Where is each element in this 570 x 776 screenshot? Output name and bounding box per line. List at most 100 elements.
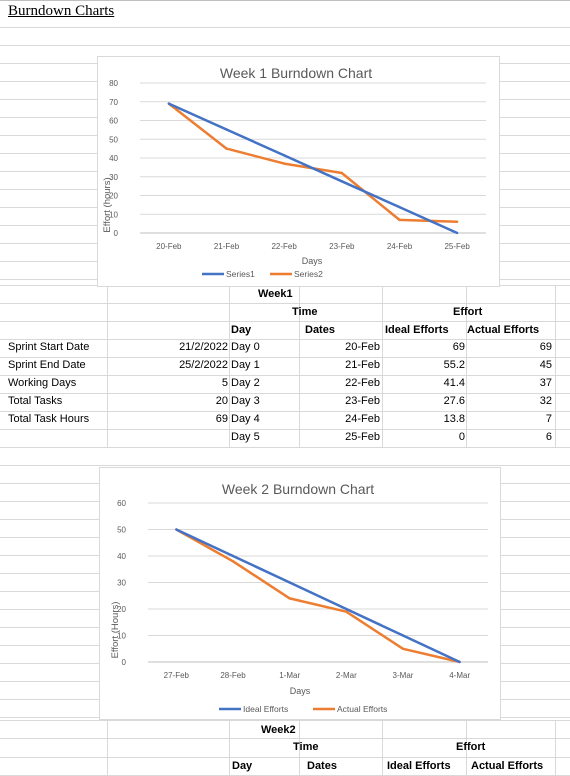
week1-col-dates: Dates: [305, 324, 335, 336]
info-label: Sprint Start Date: [8, 341, 90, 353]
week1-chart-svg: Week 1 Burndown Chart Effort (hours) Day…: [102, 65, 486, 279]
row-date: 24-Feb: [345, 413, 380, 425]
row-day: Day 4: [231, 413, 260, 425]
y-tick-label: 80: [109, 79, 118, 88]
x-tick-label: 22-Feb: [271, 242, 297, 251]
series-line-2: [175, 528, 460, 664]
row-ideal: 69: [452, 341, 465, 353]
week2-effort-header: Effort: [456, 741, 486, 753]
series-1-point: [288, 581, 291, 584]
grid-col-line: [229, 720, 230, 776]
y-tick-label: 30: [117, 579, 126, 588]
info-label: Total Tasks: [8, 395, 63, 407]
series-2-point: [340, 171, 344, 175]
row-day: Day 2: [231, 377, 260, 389]
y-tick-label: 30: [109, 173, 118, 182]
row-actual: 37: [539, 377, 552, 389]
row-date: 23-Feb: [345, 395, 380, 407]
grid-row-line: [0, 393, 570, 394]
x-tick-label: 1-Mar: [279, 671, 300, 680]
row-ideal: 13.8: [443, 413, 465, 425]
grid-row-line: [0, 357, 570, 358]
series-2-point: [455, 220, 459, 223]
x-tick-label: 23-Feb: [329, 242, 355, 251]
series-2-point: [345, 610, 348, 613]
y-tick-label: 0: [114, 229, 119, 238]
x-tick-label: 20-Feb: [156, 242, 182, 251]
week2-col-dates: Dates: [307, 760, 337, 772]
row-day: Day 1: [231, 359, 260, 371]
week2-burndown-chart[interactable]: Week 2 Burndown Chart Effort (Hours) Day…: [99, 467, 501, 720]
grid-row-line: [0, 339, 570, 340]
y-tick-label: 70: [109, 98, 118, 107]
page-heading: Burndown Charts: [8, 3, 115, 19]
series-1-point: [458, 660, 461, 664]
info-label: Total Task Hours: [8, 413, 90, 425]
row-ideal: 0: [458, 431, 465, 443]
grid-row-line: [0, 447, 570, 448]
info-value: 5: [221, 377, 228, 389]
grid-col-line: [382, 285, 383, 447]
grid-col-line: [382, 720, 383, 776]
grid-row-line: [0, 375, 570, 376]
grid-row-line: [0, 321, 570, 322]
row-date: 25-Feb: [345, 431, 380, 443]
y-tick-label: 10: [117, 632, 126, 641]
grid-col-line: [555, 720, 556, 776]
series-2-point: [225, 147, 228, 150]
info-value: [120, 429, 228, 446]
grid-col-line: [107, 285, 108, 447]
week2-label: Week2: [261, 724, 296, 736]
series-1-point: [167, 102, 171, 105]
legend-label: Ideal Efforts: [243, 704, 288, 714]
x-tick-label: 24-Feb: [387, 242, 413, 251]
week2-col-ideal: Ideal Efforts: [387, 760, 451, 772]
row-day: Day 5: [231, 431, 260, 443]
week1-col-ideal: Ideal Efforts: [385, 324, 449, 336]
week1-burndown-chart[interactable]: Week 1 Burndown Chart Effort (hours) Day…: [97, 56, 500, 287]
week2-time-header: Time: [293, 741, 319, 753]
week2-chart-title: Week 2 Burndown Chart: [222, 481, 374, 497]
x-tick-label: 28-Feb: [220, 671, 246, 680]
week1-time-header: Time: [292, 306, 318, 318]
series-1-point: [225, 128, 228, 131]
series-1-point: [345, 607, 348, 611]
info-value: 20: [215, 395, 228, 407]
y-tick-label: 60: [109, 117, 118, 126]
series-1-point: [231, 554, 235, 558]
series-2-point: [401, 647, 405, 650]
x-tick-label: 2-Mar: [336, 671, 357, 680]
y-tick-label: 0: [122, 658, 127, 667]
row-actual: 45: [539, 359, 552, 371]
y-tick-label: 60: [117, 499, 126, 508]
x-tick-label: 25-Feb: [444, 242, 470, 251]
grid-row-line: [0, 45, 570, 46]
week1-label: Week1: [258, 288, 293, 300]
grid-col-line: [299, 720, 300, 776]
week2-col-day: Day: [232, 760, 253, 772]
x-tick-label: 4-Mar: [449, 671, 470, 680]
week2-chart-svg: Week 2 Burndown Chart Effort (Hours) Day…: [110, 481, 488, 714]
grid-col-line: [555, 285, 556, 447]
series-2-point: [282, 162, 286, 165]
row-actual: 69: [539, 341, 552, 353]
series-line-2: [168, 102, 458, 224]
series-1-point: [282, 154, 286, 157]
legend-label: Series1: [226, 269, 255, 279]
row-actual: 6: [545, 431, 552, 443]
y-tick-label: 40: [117, 552, 126, 561]
series-1-point: [340, 180, 344, 183]
grid-row-line: [0, 738, 570, 739]
series-line-1: [175, 528, 461, 664]
row-ideal: 27.6: [443, 395, 465, 407]
week2-y-axis-label: Effort (Hours): [110, 602, 121, 659]
y-tick-label: 50: [109, 135, 118, 144]
info-value: 25/2/2022: [179, 359, 228, 371]
series-1-point: [455, 231, 459, 235]
grid-col-line: [466, 720, 467, 776]
series-2-point: [231, 560, 235, 563]
y-tick-label: 50: [117, 526, 126, 535]
x-tick-label: 27-Feb: [164, 671, 190, 680]
grid-row-line: [0, 303, 570, 304]
series-1-point: [398, 205, 401, 209]
